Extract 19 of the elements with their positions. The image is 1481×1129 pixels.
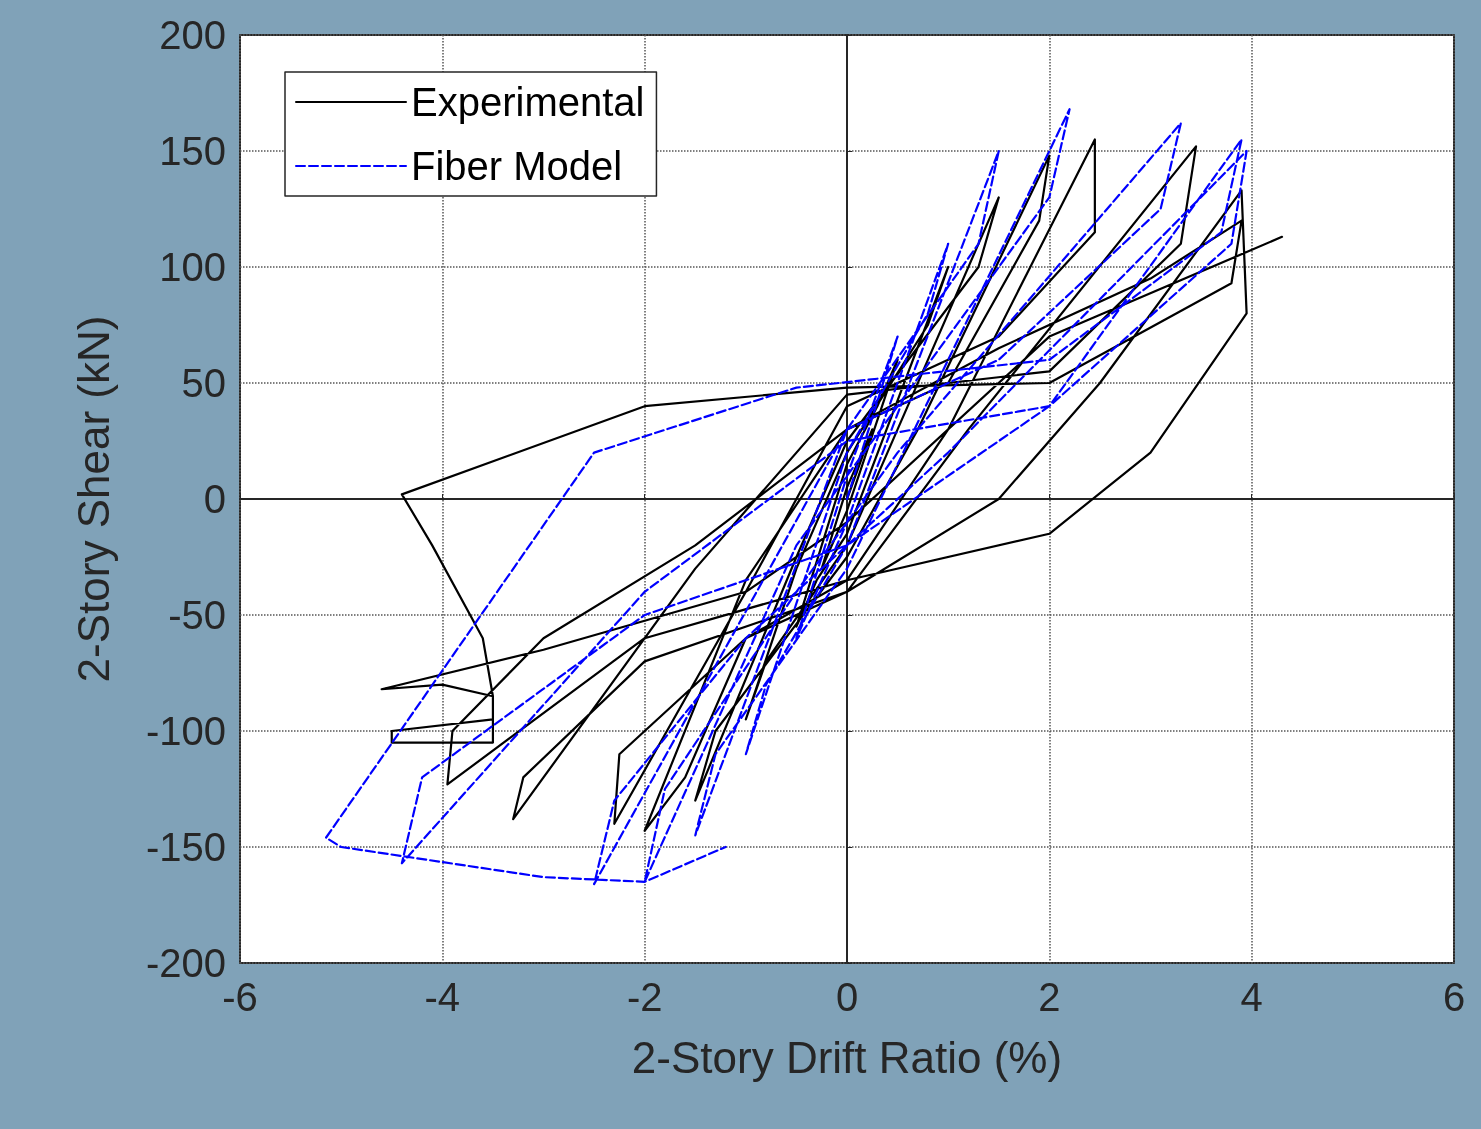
y-tick-label: 150 xyxy=(159,129,226,173)
x-tick-label: 2 xyxy=(1038,975,1061,1019)
y-tick-label: -50 xyxy=(168,593,226,637)
line-series xyxy=(380,138,1284,832)
x-tick-label: 6 xyxy=(1442,975,1466,1019)
x-tick-label: 4 xyxy=(1240,975,1263,1019)
y-axis-title: 2-Story Shear (kN) xyxy=(68,315,118,683)
y-tick-label: 0 xyxy=(203,477,226,521)
legend-label: Fiber Model xyxy=(411,144,623,188)
y-tick-label: 100 xyxy=(159,245,226,289)
x-tick-label: -2 xyxy=(626,975,663,1019)
x-tick-label: 0 xyxy=(835,975,859,1019)
y-tick-label: -100 xyxy=(145,709,226,753)
y-tick-label: 200 xyxy=(159,13,226,57)
y-tick-label: -150 xyxy=(145,825,226,869)
x-axis-title: 2-Story Drift Ratio (%) xyxy=(631,1032,1063,1082)
legend-label: Experimental xyxy=(411,80,645,124)
x-tick-label: -4 xyxy=(424,975,461,1019)
y-tick-label: 50 xyxy=(181,361,226,405)
